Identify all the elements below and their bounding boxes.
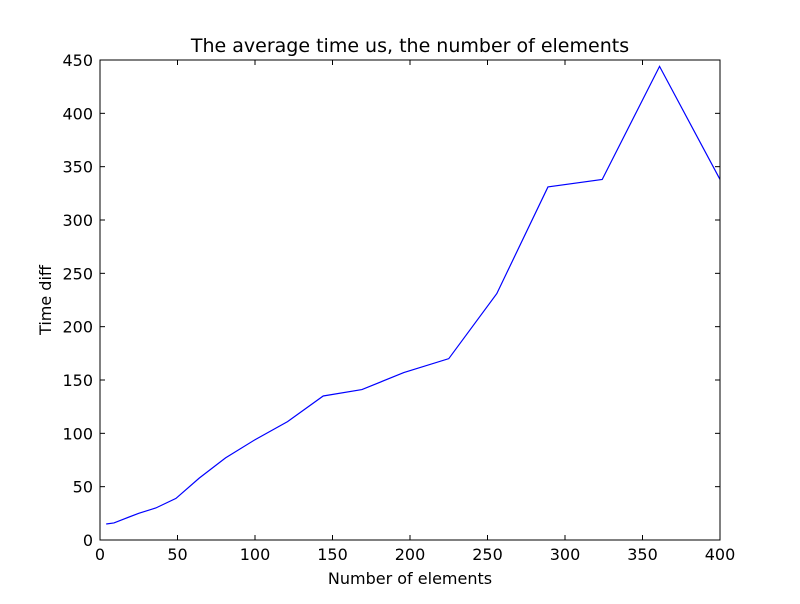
x-tick-label: 250 <box>472 545 503 564</box>
y-tick-label: 100 <box>62 424 93 443</box>
y-axis-label: Time diff <box>36 264 55 336</box>
y-tick-label: 200 <box>62 318 93 337</box>
x-tick-label: 350 <box>627 545 658 564</box>
series-line <box>106 65 721 525</box>
chart-title: The average time us, the number of eleme… <box>190 35 629 57</box>
series-layer <box>106 65 721 525</box>
x-tick-label: 200 <box>395 545 426 564</box>
x-axis-label: Number of elements <box>328 569 492 588</box>
axes-frame <box>99 59 721 541</box>
y-tick-label: 400 <box>62 104 93 123</box>
x-tick-label: 400 <box>705 545 736 564</box>
y-tick-label: 250 <box>62 264 93 283</box>
x-tick-label: 150 <box>317 545 348 564</box>
x-tick-label: 300 <box>550 545 581 564</box>
x-tick-label: 50 <box>167 545 187 564</box>
y-tick-label: 450 <box>62 51 93 70</box>
y-tick-label: 150 <box>62 371 93 390</box>
x-tick-label: 0 <box>95 545 105 564</box>
y-tick-label: 0 <box>83 531 93 550</box>
y-tick-label: 300 <box>62 211 93 230</box>
x-tick-label: 100 <box>240 545 271 564</box>
y-tick-label: 350 <box>62 158 93 177</box>
y-tick-label: 50 <box>73 478 93 497</box>
tick-layer: 0 50 100 150 200 250 300 350 400 0 50 100 150 200 250 3… <box>62 51 735 564</box>
